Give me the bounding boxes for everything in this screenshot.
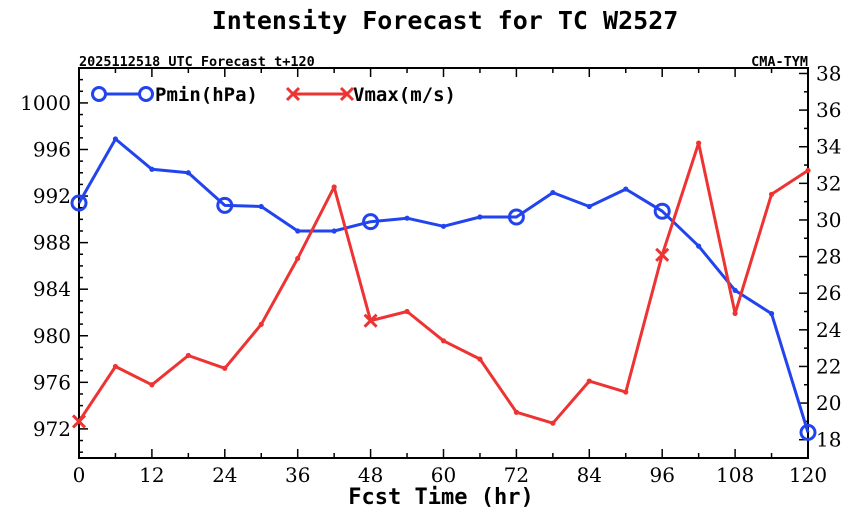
data-point-vmax [805,167,811,174]
y-left-tick-label: 980 [33,324,71,348]
y-left-tick-label: 992 [33,184,71,208]
data-point-vmax [623,389,629,395]
y-right-tick-label: 32 [816,171,841,195]
x-tick-label: 12 [139,463,164,487]
y-left-tick-label: 996 [33,137,71,161]
data-point-vmax [696,140,702,146]
series-line-pmin [77,137,810,433]
data-point-vmax [404,308,410,315]
legend-pmin-marker [91,86,107,102]
x-tick-label: 120 [789,463,827,487]
y-right-tick-label: 34 [816,135,841,159]
y-right-tick-label: 18 [816,428,841,452]
y-left-tick-label: 1000 [20,91,71,115]
data-point-vmax [331,184,337,190]
y-right-tick-label: 38 [816,61,841,85]
chart-title: Intensity Forecast for TC W2527 [212,6,679,35]
data-point-vmax [185,352,191,359]
y-right-tick-label: 24 [816,318,841,342]
data-point-pmin [258,203,264,210]
data-point-pmin [331,228,337,234]
data-point-pmin [768,311,775,317]
y-left-tick-label: 984 [33,277,71,301]
data-point-vmax [258,321,264,327]
y-right-tick-label: 28 [816,245,841,269]
x-tick-label: 0 [73,463,86,487]
data-point-pmin [507,208,525,226]
y-right-tick-label: 22 [816,354,841,378]
data-point-pmin [216,196,234,214]
chart-subtitle-right: CMA-TYM [751,54,808,70]
data-point-pmin [149,166,155,172]
x-tick-label: 48 [358,463,383,487]
chart-subtitle-left: 2025112518 UTC Forecast t+120 [79,54,315,70]
y-left-tick-label: 988 [33,231,71,255]
data-point-vmax [732,310,738,316]
data-point-vmax [586,378,592,384]
data-point-vmax [295,255,301,262]
y-right-tick-label: 26 [816,281,841,305]
data-point-pmin [185,170,191,176]
data-point-pmin [112,136,119,142]
data-point-pmin [477,214,483,220]
x-tick-label: 60 [431,463,456,487]
data-point-vmax [513,409,520,415]
data-point-vmax [71,414,87,429]
data-point-pmin [799,423,817,441]
x-tick-label: 108 [716,463,754,487]
data-point-pmin [404,215,410,221]
data-point-pmin [550,189,556,196]
data-point-pmin [623,186,629,192]
legend-pmin-label: Pmin(hPa) [155,84,258,106]
data-point-pmin [696,243,702,249]
x-tick-label: 72 [504,463,529,487]
data-point-pmin [653,202,671,220]
data-point-pmin [732,287,738,293]
x-tick-label: 84 [577,463,602,487]
data-point-vmax [363,313,378,328]
data-point-pmin [586,203,592,210]
x-tick-label: 24 [212,463,237,487]
data-point-pmin [440,223,447,229]
data-point-vmax [222,365,228,371]
plot-frame [78,67,809,459]
data-point-vmax [112,363,119,370]
data-point-pmin [70,194,88,212]
data-point-pmin [295,228,301,234]
y-right-tick-label: 36 [816,98,841,122]
legend-pmin-marker [138,86,154,102]
data-point-vmax [768,191,775,197]
legend-vmax-label: Vmax(m/s) [353,84,456,106]
x-tick-label: 36 [285,463,310,487]
data-point-vmax [149,382,155,388]
data-point-vmax [440,338,447,344]
x-tick-label: 96 [649,463,674,487]
legend-vmax-marker [285,86,355,102]
data-point-vmax [655,247,670,262]
y-left-tick-label: 976 [33,370,71,394]
series-line-vmax [77,141,809,425]
y-right-tick-label: 20 [816,391,841,415]
x-axis-label: Fcst Time (hr) [348,485,533,510]
y-right-tick-label: 30 [816,208,841,232]
data-point-vmax [550,420,556,426]
y-left-tick-label: 972 [33,417,71,441]
legend: Pmin(hPa) Vmax(m/s) [91,84,456,106]
data-point-pmin [362,213,380,231]
data-point-vmax [477,356,483,362]
